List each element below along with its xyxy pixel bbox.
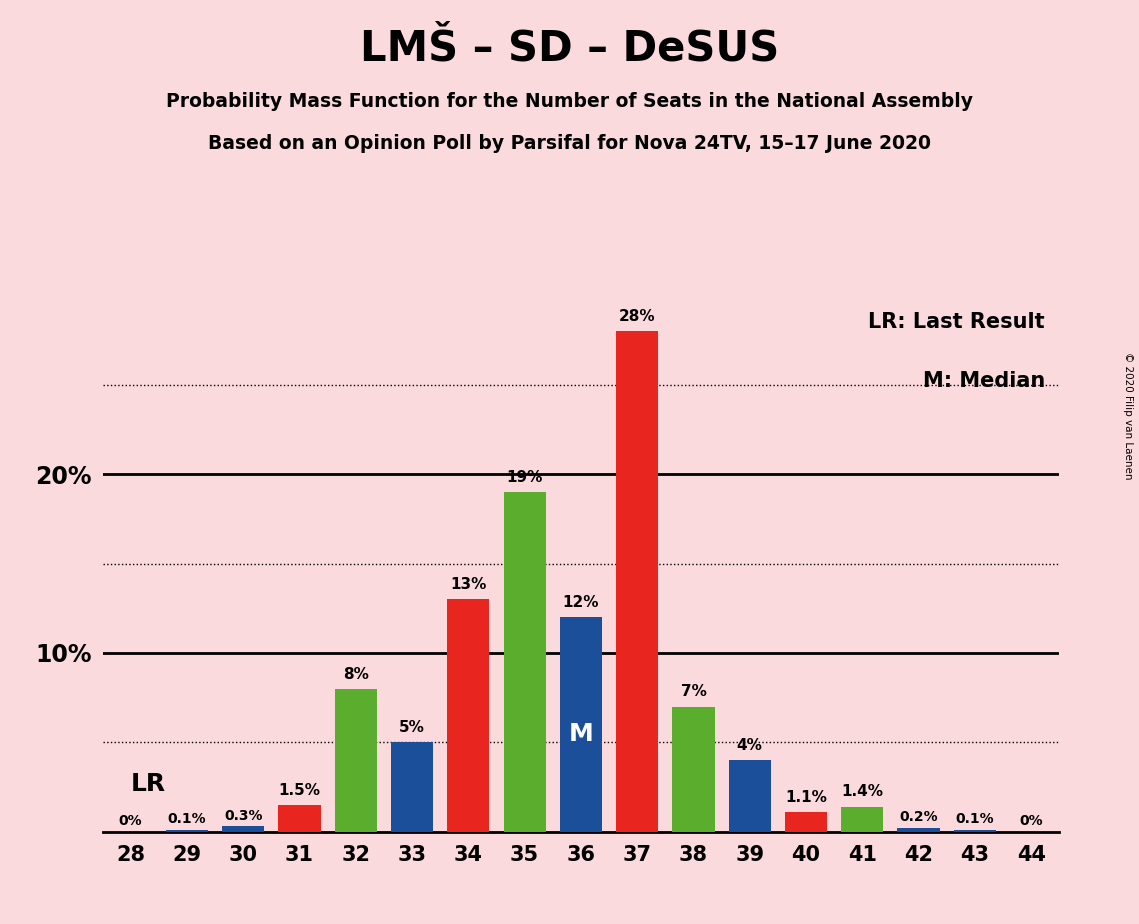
Text: Probability Mass Function for the Number of Seats in the National Assembly: Probability Mass Function for the Number… [166, 92, 973, 112]
Text: 8%: 8% [343, 666, 369, 682]
Bar [559, 617, 603, 832]
Text: 7%: 7% [680, 685, 706, 699]
Text: 12%: 12% [563, 595, 599, 610]
Text: 1.5%: 1.5% [279, 783, 320, 797]
Text: 1.4%: 1.4% [842, 784, 883, 799]
Text: 0.2%: 0.2% [900, 810, 937, 824]
Text: M: M [568, 723, 593, 747]
Text: © 2020 Filip van Laenen: © 2020 Filip van Laenen [1123, 352, 1133, 480]
Text: LR: Last Result: LR: Last Result [868, 311, 1044, 332]
Text: 0.1%: 0.1% [167, 812, 206, 826]
Bar [672, 707, 714, 832]
Text: 19%: 19% [507, 470, 543, 485]
Bar [166, 830, 208, 832]
Text: 0.1%: 0.1% [956, 812, 994, 826]
Text: M: Median: M: Median [923, 371, 1044, 391]
Bar [335, 688, 377, 832]
Text: 1.1%: 1.1% [785, 790, 827, 805]
Text: 0%: 0% [1019, 814, 1043, 828]
Bar [391, 742, 433, 832]
Bar [729, 760, 771, 832]
Bar [842, 807, 884, 832]
Bar [503, 492, 546, 832]
Bar [953, 830, 995, 832]
Text: 13%: 13% [450, 578, 486, 592]
Bar [616, 332, 658, 832]
Text: LMŠ – SD – DeSUS: LMŠ – SD – DeSUS [360, 28, 779, 69]
Bar [898, 828, 940, 832]
Text: 4%: 4% [737, 738, 763, 753]
Bar [278, 805, 320, 832]
Text: 0%: 0% [118, 814, 142, 828]
Text: Based on an Opinion Poll by Parsifal for Nova 24TV, 15–17 June 2020: Based on an Opinion Poll by Parsifal for… [208, 134, 931, 153]
Bar [785, 812, 827, 832]
Bar [222, 826, 264, 832]
Text: 28%: 28% [618, 310, 655, 324]
Bar [448, 600, 490, 832]
Text: 0.3%: 0.3% [224, 808, 262, 822]
Text: LR: LR [131, 772, 166, 796]
Text: 5%: 5% [399, 720, 425, 736]
